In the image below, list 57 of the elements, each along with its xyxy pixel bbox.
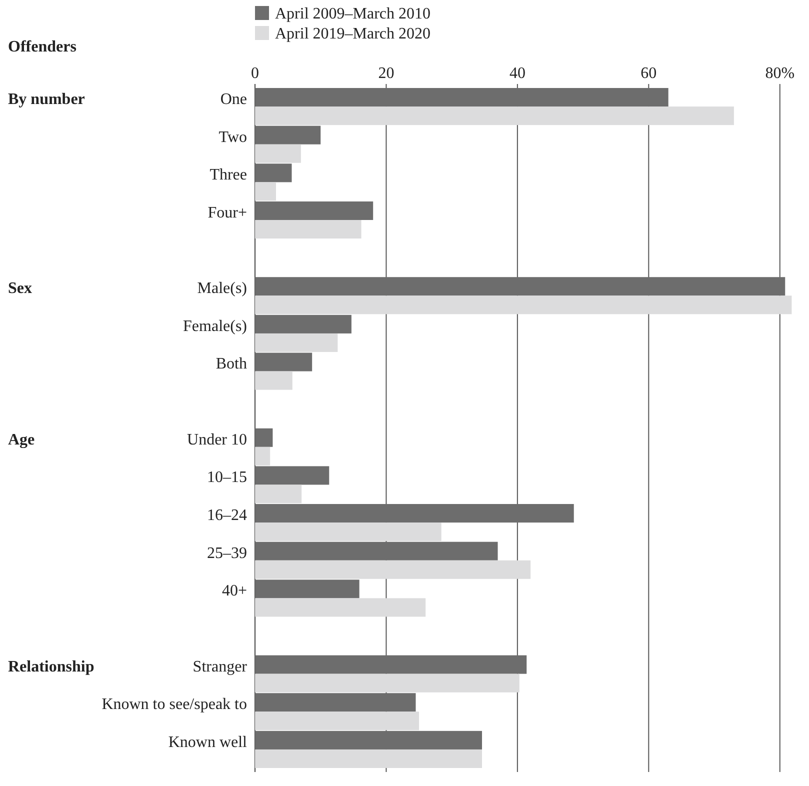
bar [255, 220, 362, 239]
y-tick-label: Known to see/speak to [102, 696, 247, 714]
bar [255, 466, 330, 485]
y-tick-label: Both [216, 356, 247, 373]
bar [255, 164, 292, 182]
y-tick-label: Under 10 [187, 431, 247, 448]
text: Offenders [8, 38, 76, 56]
y-tick-label: Male(s) [197, 280, 247, 298]
bar [255, 277, 786, 296]
x-tick-label: 20 [378, 65, 394, 82]
legend-label: April 2009–March 2010 [275, 6, 431, 23]
bar [255, 712, 420, 730]
y-tick-label: Stranger [192, 658, 248, 676]
bar [255, 560, 531, 579]
x-tick-label: 0 [251, 65, 259, 82]
bar [255, 598, 426, 617]
bar [255, 106, 734, 126]
y-tick-label: 25–39 [207, 544, 247, 562]
text: Sex [8, 280, 32, 298]
bar [255, 522, 442, 542]
text: By number [8, 90, 85, 108]
bar [255, 542, 498, 560]
bar [255, 88, 668, 107]
x-tick-label: 40 [509, 65, 526, 82]
bar [255, 201, 374, 220]
x-tick-label: 60 [640, 65, 657, 82]
y-tick-label: Two [218, 128, 247, 146]
y-tick-label: Known well [168, 734, 248, 751]
bar [255, 655, 527, 674]
bar [255, 428, 273, 447]
x-tick-label: 80% [765, 65, 795, 82]
y-tick-label: 10–15 [207, 469, 247, 486]
y-tick-label: Four+ [208, 204, 247, 222]
y-tick-label: One [220, 90, 247, 108]
bar [255, 296, 792, 314]
bar [255, 580, 360, 598]
bar [255, 314, 352, 334]
y-tick-label: 16–24 [207, 506, 247, 524]
bar [255, 693, 416, 712]
bar [255, 144, 301, 163]
bar [255, 730, 482, 750]
legend-label: April 2019–March 2020 [275, 26, 431, 43]
y-tick-label: Female(s) [183, 318, 247, 335]
bar [255, 484, 302, 504]
text: Relationship [8, 658, 94, 676]
bar [255, 126, 321, 144]
bar [255, 504, 574, 523]
y-tick-label: 40+ [222, 582, 247, 600]
bar [255, 352, 312, 372]
bar [255, 749, 482, 768]
bar [255, 674, 520, 692]
bar [255, 446, 270, 466]
y-tick-label: Three [210, 166, 247, 184]
text: Age [8, 431, 35, 448]
bar [255, 182, 276, 201]
bar [255, 333, 338, 352]
bar [255, 371, 292, 390]
